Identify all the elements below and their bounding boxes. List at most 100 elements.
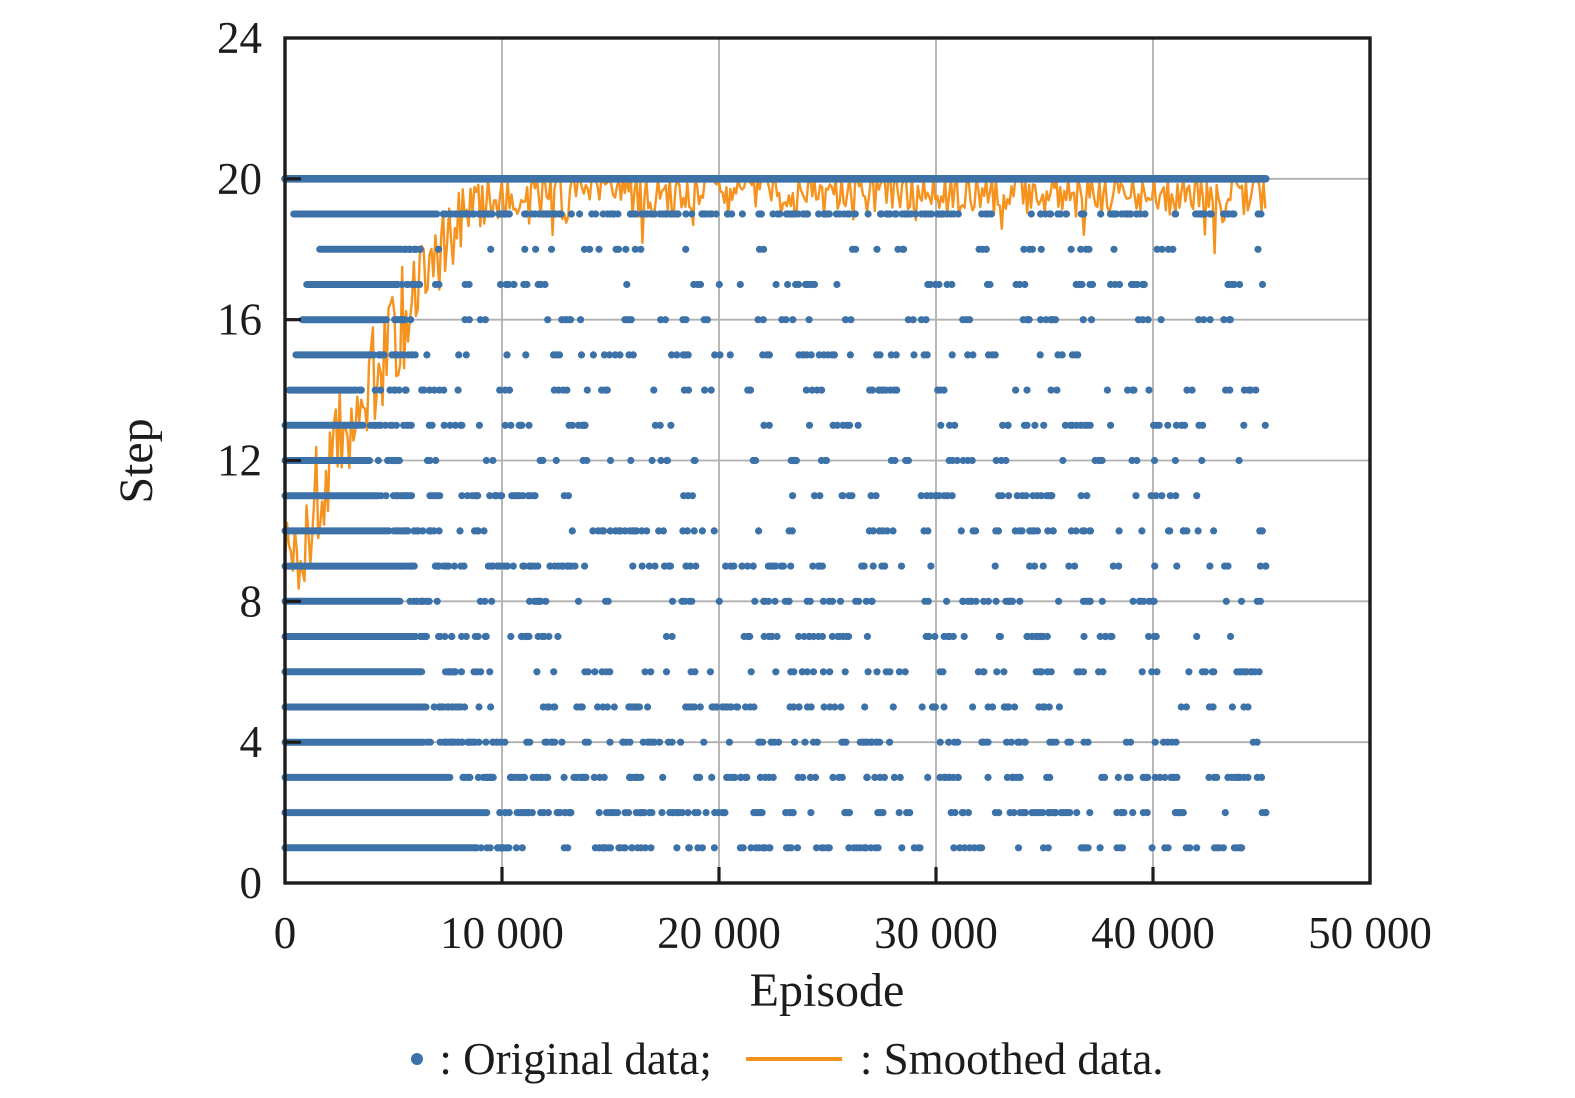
data-point [613, 809, 622, 817]
data-point [589, 527, 597, 535]
data-point [926, 280, 934, 289]
data-point [392, 421, 400, 429]
data-point [1120, 809, 1128, 817]
data-point [370, 421, 378, 429]
data-point [730, 562, 738, 570]
data-point [1047, 210, 1055, 218]
data-point [1126, 773, 1134, 782]
data-point [969, 351, 977, 359]
data-point [560, 773, 568, 782]
data-point [1151, 738, 1159, 746]
data-point [455, 351, 463, 359]
data-point [600, 527, 608, 535]
data-point [673, 351, 681, 359]
data-point [1047, 316, 1055, 324]
data-point [425, 597, 433, 605]
data-point [1018, 527, 1026, 535]
data-point [544, 809, 553, 817]
data-point [567, 210, 576, 218]
data-point [738, 562, 746, 570]
data-point [1145, 632, 1153, 641]
data-point [1164, 844, 1172, 852]
data-point [426, 738, 434, 746]
data-point [517, 421, 525, 429]
data-point [448, 632, 456, 641]
data-point [739, 844, 747, 852]
data-point [535, 597, 543, 605]
data-point [787, 844, 795, 852]
data-point [824, 351, 832, 359]
data-point [1020, 245, 1028, 253]
data-point [410, 597, 418, 605]
data-point [1014, 844, 1023, 852]
data-point [1247, 668, 1255, 676]
data-point [1157, 316, 1165, 324]
data-point [658, 809, 666, 817]
data-point [445, 210, 453, 218]
data-point [1201, 668, 1210, 676]
data-point [897, 562, 906, 570]
data-point [1256, 597, 1264, 605]
data-point [583, 456, 591, 465]
data-point [1080, 210, 1088, 218]
data-point [463, 492, 472, 500]
data-point [785, 597, 793, 605]
data-point [414, 280, 422, 289]
data-point [816, 492, 824, 500]
data-point [708, 773, 716, 782]
data-point [1158, 245, 1166, 253]
data-point [959, 597, 967, 605]
data-point [505, 844, 513, 852]
data-point [590, 773, 598, 782]
data-point [423, 351, 431, 359]
data-point [760, 245, 768, 253]
data-point [861, 703, 869, 711]
data-point [1021, 738, 1029, 746]
data-point [954, 738, 962, 746]
data-point [789, 492, 797, 500]
data-point [875, 527, 884, 535]
data-point [1141, 210, 1149, 218]
data-point [440, 386, 448, 394]
data-point [980, 738, 988, 746]
data-point [599, 844, 607, 852]
data-point [1253, 738, 1261, 746]
data-point [1200, 316, 1208, 324]
data-point [509, 280, 518, 289]
data-point [1043, 668, 1051, 676]
data-point [469, 210, 477, 218]
data-point [979, 668, 987, 676]
data-point [819, 668, 828, 676]
data-point [691, 668, 699, 676]
data-point [701, 386, 709, 394]
data-point [788, 527, 796, 535]
data-point [1071, 562, 1079, 570]
data-point [868, 386, 877, 394]
data-point [428, 421, 436, 429]
data-point [795, 280, 803, 289]
data-point [1185, 668, 1193, 676]
data-point [545, 210, 553, 218]
data-point [1084, 844, 1092, 852]
data-point [541, 280, 549, 289]
data-point [374, 456, 382, 465]
data-point [511, 773, 519, 782]
data-point [663, 456, 672, 465]
data-point [910, 351, 918, 359]
data-point [774, 738, 783, 746]
data-point [456, 527, 464, 535]
data-point [765, 351, 774, 359]
data-point [949, 456, 957, 465]
data-point [1150, 597, 1158, 605]
data-point [716, 351, 724, 359]
data-point [507, 632, 515, 641]
data-point [1193, 844, 1201, 852]
data-point [1226, 316, 1234, 324]
data-point [776, 210, 784, 218]
data-point [1210, 527, 1218, 535]
data-point [521, 245, 529, 253]
data-point [702, 210, 710, 218]
data-point [949, 632, 957, 641]
data-point [1193, 492, 1201, 500]
data-point [871, 773, 879, 782]
